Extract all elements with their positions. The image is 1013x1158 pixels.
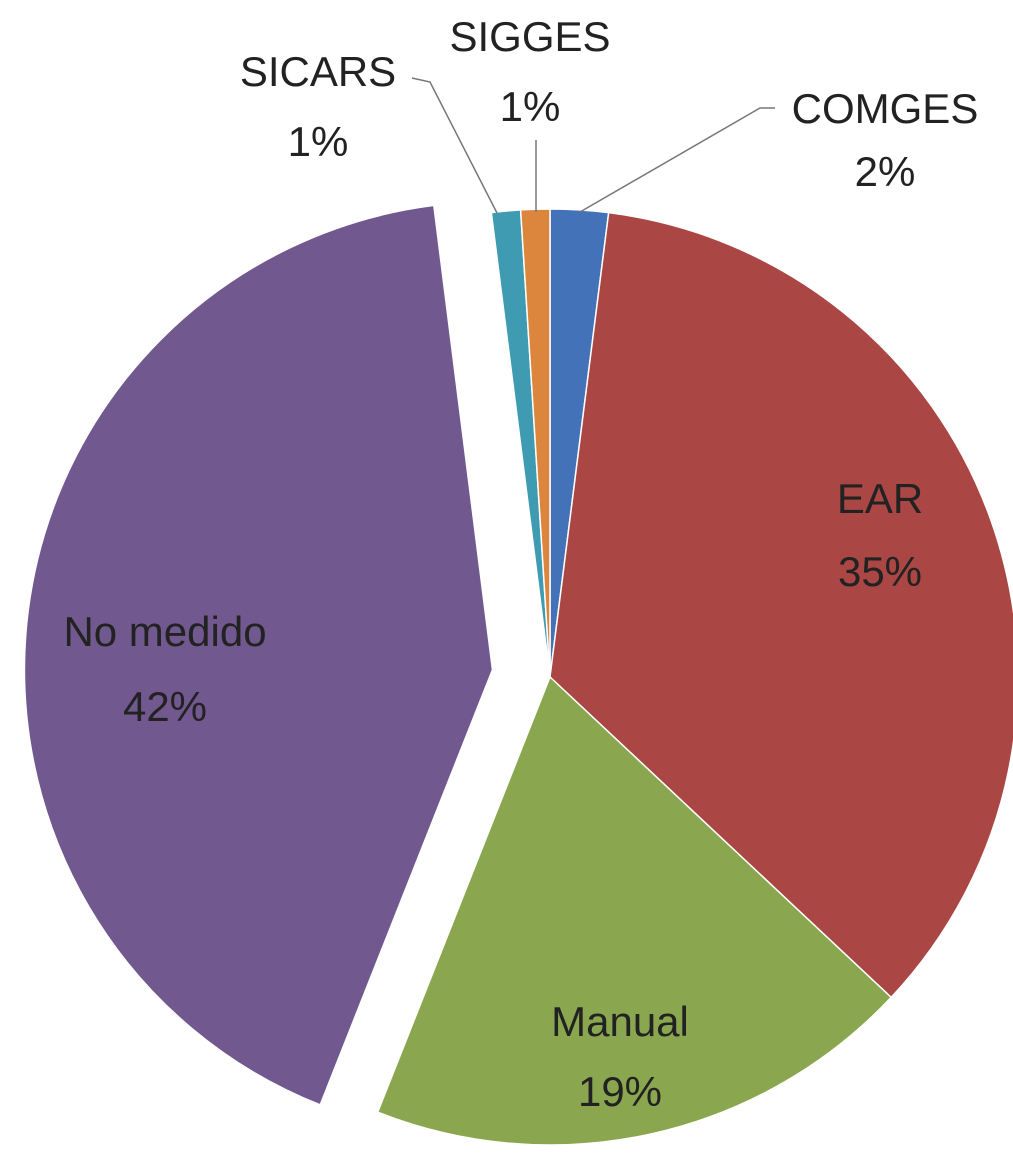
slice-label: SIGGES <box>449 13 610 60</box>
slice-value-label: 42% <box>123 683 207 730</box>
pie-slice <box>549 211 1013 999</box>
slice-value-label: 1% <box>500 83 561 130</box>
slice-value-label: 1% <box>288 118 349 165</box>
slice-value-label: 19% <box>578 1068 662 1115</box>
slice-label: No medido <box>63 608 266 655</box>
leader-line <box>579 107 775 213</box>
slice-label: COMGES <box>792 85 979 132</box>
slice-value-label: 2% <box>855 148 916 195</box>
slice-label: Manual <box>551 998 689 1045</box>
slice-label: SICARS <box>240 48 396 95</box>
pie-slice <box>376 675 893 1146</box>
slice-label: EAR <box>837 475 923 522</box>
pie-slice <box>23 204 494 1106</box>
leader-line <box>411 77 498 214</box>
slice-value-label: 35% <box>838 548 922 595</box>
